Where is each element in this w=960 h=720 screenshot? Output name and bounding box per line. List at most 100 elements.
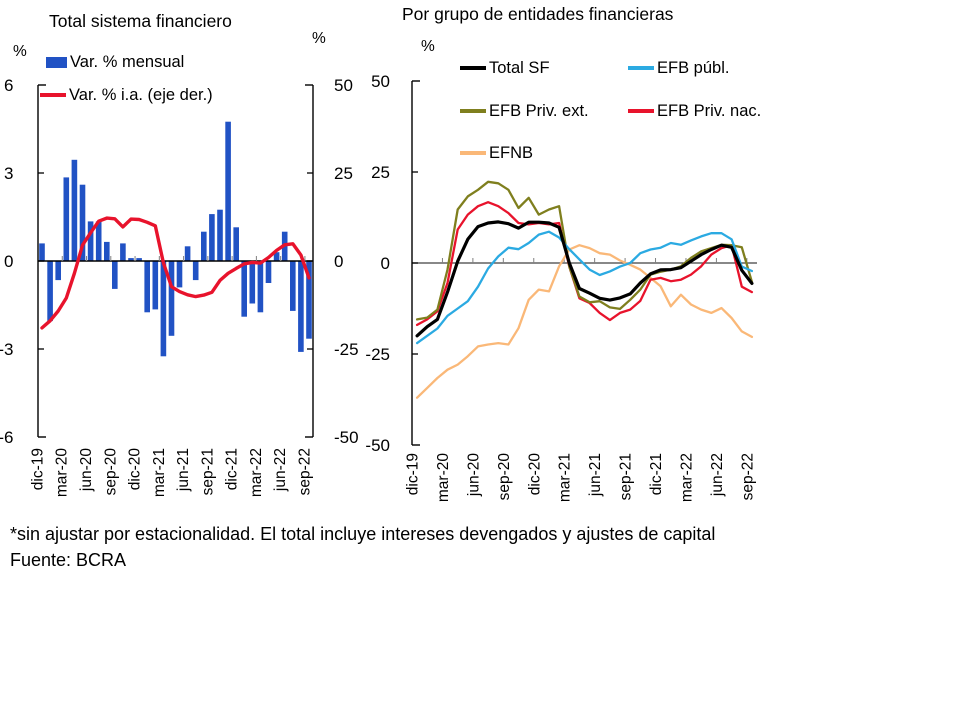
x-tick-label-dic-19: dic-19	[404, 453, 421, 495]
right-axis-value: -50	[334, 428, 359, 447]
left-axis-value: 0	[381, 254, 390, 273]
x-tick-label-mar-20: mar-20	[435, 453, 452, 502]
bar-abr-22	[265, 261, 272, 283]
x-tick-label-sep-21: sep-21	[199, 448, 216, 495]
legend-item-efnb: EFNB	[460, 143, 533, 163]
left-chart-title: Total sistema financiero	[49, 11, 232, 31]
line-swatch-icon	[40, 93, 66, 97]
series-line-Total SF	[415, 220, 754, 338]
legend-item-efb-priv-ext: EFB Priv. ext.	[460, 101, 589, 121]
bar-ene-21	[144, 261, 150, 313]
charts-canvas: 6 3 0 -3 -6 50 25 0 -25 -50 dic-19 mar-20 jun-20 sep-…	[0, 72, 757, 502]
bar-dic-21	[233, 227, 239, 261]
right-axis-value: 50	[334, 76, 353, 95]
bar-ene-20	[47, 261, 53, 322]
x-tick-label-sep-21: sep-21	[618, 453, 635, 500]
legend-label-efb-priv-nac: EFB Priv. nac.	[657, 101, 762, 120]
left-axis-value: 50	[371, 72, 390, 91]
bar-ago-22	[298, 261, 304, 352]
x-tick-label-mar-22: mar-22	[678, 453, 695, 502]
x-tick-label-jun-22: jun-22	[272, 448, 289, 492]
line-swatch-icon	[460, 66, 486, 70]
right-chart-percent-label: %	[421, 38, 435, 55]
x-tick-label-dic-21: dic-21	[648, 453, 665, 495]
legend-item-total-sf: Total SF	[460, 58, 550, 78]
left-axis-value: 0	[4, 252, 13, 271]
bar-jul-21	[192, 261, 199, 281]
bar-ene-22	[241, 261, 247, 317]
x-tick-label-jun-21: jun-21	[175, 448, 192, 492]
bar-jun-20	[87, 221, 94, 261]
bar-jun-21	[184, 246, 191, 261]
bar-may-20	[79, 184, 86, 261]
interannual-variation-line	[40, 216, 311, 330]
bar-sep-20	[112, 261, 118, 289]
left-chart-left-axis-percent-label: %	[13, 43, 27, 60]
bar-oct-20	[120, 243, 126, 261]
line-swatch-icon	[460, 109, 486, 113]
x-tick-label-dic-20: dic-20	[526, 453, 543, 496]
bar-dic-19	[39, 243, 45, 261]
bar-feb-22	[249, 261, 256, 304]
right-axis-value: -25	[334, 340, 359, 359]
x-tick-label-jun-22: jun-22	[709, 453, 726, 497]
bar-nov-21	[225, 121, 231, 261]
x-tick-label-dic-21: dic-21	[224, 448, 241, 490]
bar-jul-22	[290, 261, 296, 311]
right-axis-value: 0	[334, 252, 343, 271]
bar-ago-20	[104, 241, 110, 261]
legend-item-efb-publ: EFB públ.	[628, 58, 729, 78]
source-note: Fuente: BCRA	[10, 550, 127, 570]
left-axis-value: -3	[0, 340, 14, 359]
x-tick-label-sep-20: sep-20	[496, 453, 513, 501]
series-line-EFB Priv. ext.	[415, 180, 754, 321]
bar-feb-20	[55, 261, 61, 281]
left-chart: 6 3 0 -3 -6 50 25 0 -25 -50 dic-19 mar-20 jun-20 sep-…	[0, 76, 359, 497]
x-tick-label-dic-19: dic-19	[29, 448, 46, 490]
bar-may-21	[176, 261, 183, 288]
x-tick-label-jun-20: jun-20	[465, 453, 482, 497]
x-tick-label-sep-22: sep-22	[739, 453, 756, 500]
right-axis-value: 25	[334, 164, 353, 183]
bar-dic-20	[136, 258, 142, 261]
bar-sep-22	[306, 261, 312, 339]
bar-sep-21	[209, 214, 215, 261]
left-axis-value: -25	[365, 345, 390, 364]
x-tick-label-mar-21: mar-21	[151, 448, 168, 497]
left-axis-value: 3	[4, 164, 13, 183]
x-tick-label-sep-22: sep-22	[296, 448, 313, 495]
legend-item-var-mensual: Var. % mensual	[46, 52, 184, 72]
legend-label-efb-priv-ext: EFB Priv. ext.	[489, 101, 589, 120]
right-chart-title: Por grupo de entidades financieras	[402, 4, 674, 24]
bar-mar-21	[160, 261, 167, 357]
bar-mar-22	[257, 261, 264, 313]
left-axis-value: 6	[4, 76, 13, 95]
left-axis-value: -6	[0, 428, 14, 447]
right-chart: 50 25 0 -25 -50 dic-19 mar-20 jun-20 sep-20 dic-2…	[365, 72, 757, 502]
bar-abr-21	[168, 261, 175, 336]
left-axis-value: 25	[371, 163, 390, 182]
bar-oct-21	[217, 209, 223, 261]
x-tick-label-sep-20: sep-20	[102, 448, 119, 496]
legend-item-var-ia: Var. % i.a. (eje der.)	[40, 85, 213, 105]
bar-may-22	[273, 252, 280, 261]
bar-swatch-icon	[46, 56, 67, 68]
x-tick-label-mar-21: mar-21	[557, 453, 574, 502]
bar-feb-21	[152, 261, 159, 310]
series-line-EFB públ.	[415, 230, 754, 345]
bar-ago-21	[201, 231, 207, 261]
line-swatch-icon	[628, 66, 654, 70]
bar-jul-20	[95, 221, 102, 261]
x-tick-label-mar-22: mar-22	[248, 448, 265, 497]
x-tick-label-mar-20: mar-20	[54, 448, 71, 497]
legend-label-total-sf: Total SF	[489, 58, 550, 77]
series-line-EFNB	[415, 244, 754, 399]
x-tick-label-dic-20: dic-20	[127, 448, 144, 491]
left-axis-value: -50	[365, 436, 390, 455]
footnote: *sin ajustar por estacionalidad. El tota…	[10, 524, 716, 544]
bar-abr-20	[71, 159, 78, 261]
x-tick-label-jun-20: jun-20	[78, 448, 95, 492]
left-chart-right-axis-percent-label: %	[312, 30, 326, 47]
legend-label-efnb: EFNB	[489, 143, 534, 162]
line-swatch-icon	[628, 109, 654, 113]
